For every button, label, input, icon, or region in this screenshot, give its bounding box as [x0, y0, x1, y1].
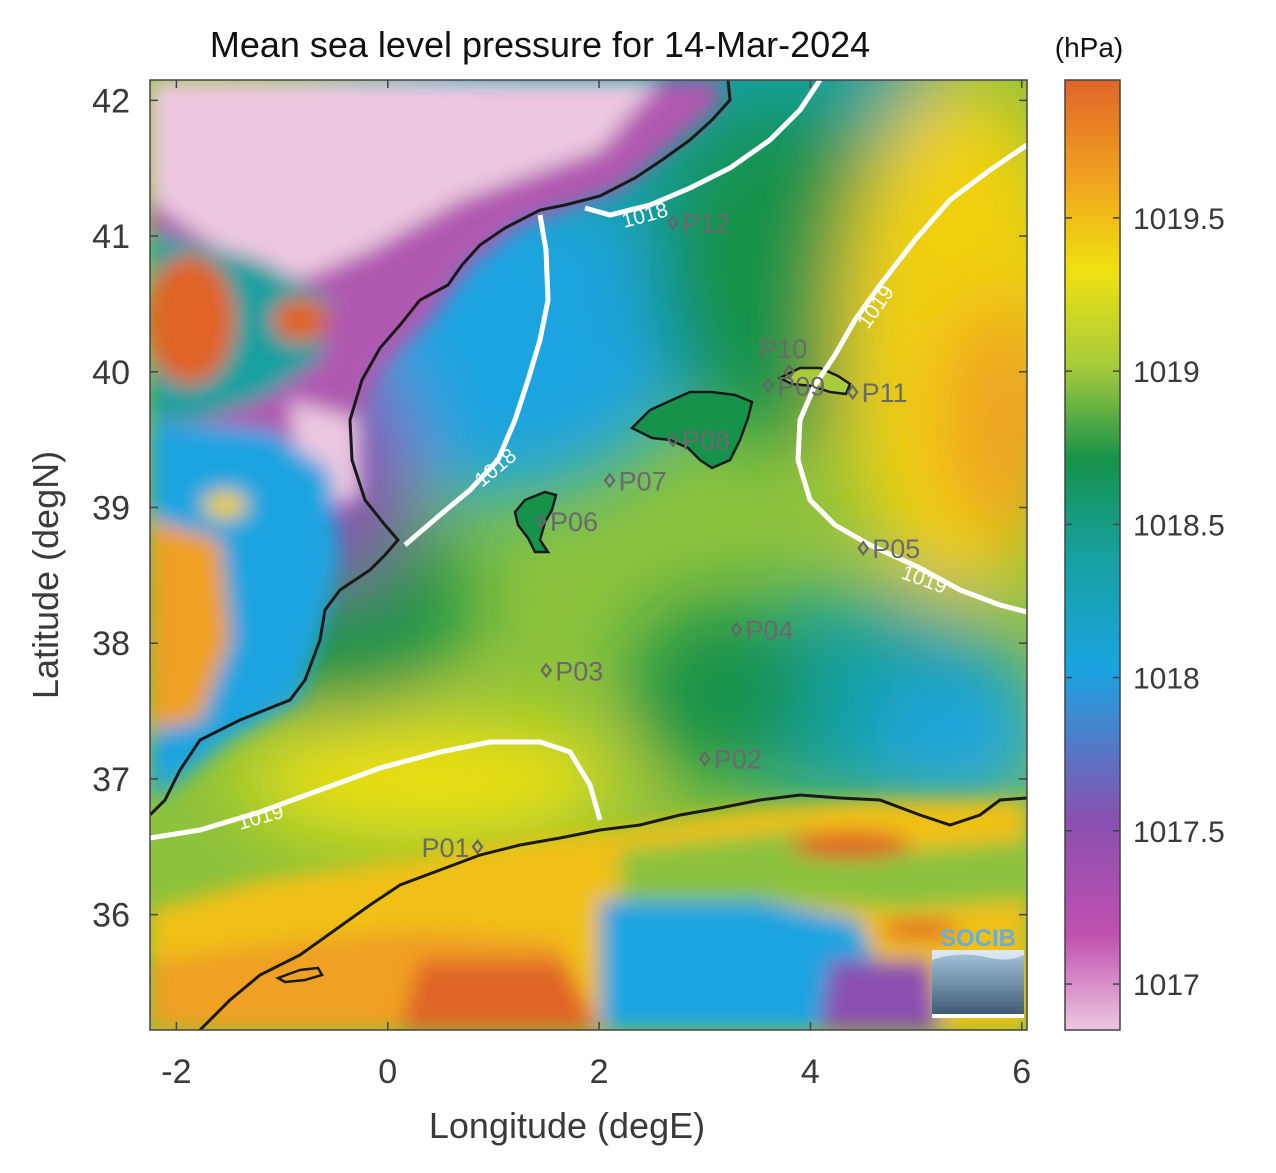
colorbar-tick-label: 1019 — [1133, 356, 1200, 389]
station-marker-p04 — [730, 621, 743, 638]
socib-logo-text: SOCIB — [940, 925, 1016, 952]
colorbar-unit: (hPa) — [1055, 32, 1123, 63]
station-label-p09: P09 — [777, 371, 825, 401]
mallorca-island — [629, 390, 754, 470]
x-tick-label: 4 — [801, 1053, 820, 1091]
contour-1018-north — [584, 80, 823, 218]
x-axis-ticks: -2 0 2 4 6 — [161, 80, 1031, 1091]
y-tick-label: 42 — [92, 82, 130, 120]
station-marker-p06 — [535, 513, 547, 529]
station-marker-p10 — [783, 363, 796, 380]
station-marker-p08 — [667, 431, 679, 448]
y-tick-label: 39 — [92, 490, 130, 528]
station-label-p05: P05 — [872, 534, 920, 564]
station-label-p11: P11 — [862, 378, 908, 408]
x-tick-label: 0 — [378, 1053, 397, 1091]
map-area: 1018 1018 1019 1019 1019 P01P02P03P04P05… — [150, 80, 1027, 1030]
station-label-p04: P04 — [745, 616, 793, 646]
contour-1019-east — [795, 142, 1027, 615]
x-tick-label: 2 — [590, 1053, 609, 1091]
y-tick-label: 40 — [92, 354, 130, 392]
station-label-p08: P08 — [682, 426, 730, 456]
colorbar-tick-label: 1018 — [1133, 663, 1200, 696]
y-tick-label: 41 — [92, 218, 130, 256]
colorbar-ticks: 1017 1017.5 1018 1018.5 1019 1019.5 — [1065, 203, 1225, 1002]
map-border — [149, 79, 1028, 1031]
stations-layer: P01 P02 P03 P04 P05 P06 P07 P08 P09 P10 P11 P12 — [422, 209, 921, 863]
station-marker-p12 — [667, 214, 679, 231]
y-axis-ticks: 36 37 38 39 40 41 42 — [92, 82, 1027, 935]
station-label-p03: P03 — [555, 656, 603, 686]
station-marker-p02 — [698, 750, 711, 767]
colorbar-tick-label: 1017 — [1133, 969, 1200, 1002]
contour-1018-west — [403, 214, 551, 547]
ibiza-island — [513, 490, 558, 554]
colorbar-tick-label: 1018.5 — [1133, 509, 1225, 542]
station-label-p12: P12 — [682, 209, 730, 239]
colorbar — [1064, 79, 1121, 1031]
station-marker-p11 — [846, 384, 859, 400]
station-marker-p05 — [857, 540, 870, 557]
y-tick-label: 36 — [92, 897, 130, 935]
y-axis-label: Latitude (degN) — [25, 451, 66, 699]
african-coastline — [198, 793, 1027, 1030]
station-label-p10: P10 — [759, 334, 807, 364]
socib-logo: SOCIB — [932, 925, 1024, 1018]
land-field — [150, 80, 720, 800]
colorbar-tick-label: 1019.5 — [1133, 203, 1225, 236]
station-marker-p07 — [603, 472, 616, 489]
y-tick-label: 37 — [92, 761, 130, 799]
alboran-island — [275, 966, 324, 984]
station-label-p07: P07 — [619, 466, 667, 496]
station-marker-p01 — [471, 838, 484, 855]
y-tick-label: 38 — [92, 625, 130, 663]
iberian-coastline — [150, 80, 732, 817]
x-tick-label: -2 — [161, 1053, 191, 1091]
x-axis-label: Longitude (degE) — [429, 1105, 705, 1146]
colorbar-tick-label: 1017.5 — [1133, 816, 1225, 849]
station-label-p01: P01 — [422, 833, 470, 863]
station-marker-p03 — [540, 662, 553, 679]
station-label-p06: P06 — [550, 507, 598, 537]
africa-field — [150, 800, 1027, 1030]
x-tick-label: 6 — [1012, 1053, 1031, 1091]
station-marker-p09 — [762, 377, 775, 394]
chart-title: Mean sea level pressure for 14-Mar-2024 — [210, 24, 870, 65]
station-label-p02: P02 — [714, 745, 762, 775]
contour-1019-south — [150, 739, 603, 841]
